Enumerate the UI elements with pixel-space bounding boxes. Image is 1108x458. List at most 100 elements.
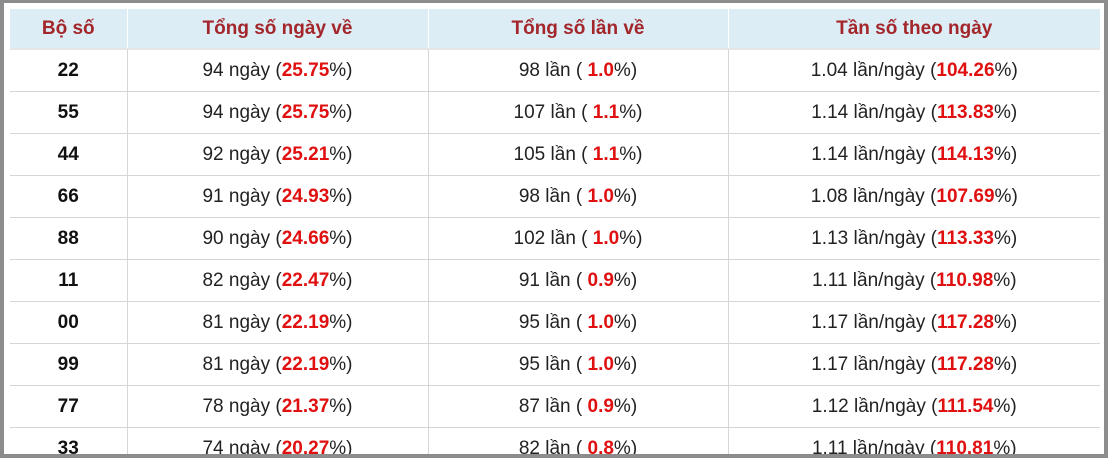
- cell: 1.17 lần/ngày (117.28%): [727, 301, 1100, 344]
- paren: (: [275, 437, 282, 458]
- cell: 1.08 lần/ngày (107.69%): [727, 175, 1100, 218]
- paren: %): [329, 395, 353, 417]
- count: 81 ngày: [202, 311, 271, 333]
- paren: %): [329, 143, 353, 165]
- cell: 94 ngày (25.75%): [126, 91, 428, 134]
- count: 107 lần: [513, 101, 576, 123]
- cell: 1.11 lần/ngày (110.81%): [727, 427, 1100, 458]
- paren: (: [930, 101, 937, 123]
- paren: (: [930, 311, 937, 333]
- paren: (: [275, 143, 282, 165]
- paren: (: [275, 227, 282, 249]
- paren: (: [275, 59, 282, 81]
- percent: 117.28: [936, 353, 995, 375]
- percent: 22.19: [281, 353, 330, 375]
- header-cell: Tổng số ngày về: [126, 9, 428, 50]
- code-cell: 00: [10, 301, 127, 344]
- paren: %): [619, 143, 643, 165]
- count: 87 lần: [518, 395, 571, 417]
- count: 1.12 lần/ngày: [811, 395, 926, 417]
- row: 22 94 ngày (25.75%) 98 lần ( 1.0%) 1.04 lần…: [10, 49, 1100, 92]
- paren: (: [581, 101, 593, 123]
- code-cell: 55: [10, 91, 127, 134]
- cell: 1.13 lần/ngày (113.33%): [727, 217, 1100, 260]
- paren: %): [994, 143, 1018, 165]
- cell: 82 ngày (22.47%): [126, 259, 428, 302]
- paren: %): [613, 311, 638, 333]
- percent: 113.33: [936, 227, 995, 249]
- paren: %): [994, 59, 1018, 81]
- cell: 98 lần ( 1.0%): [427, 175, 728, 218]
- code-cell: 66: [10, 175, 127, 218]
- count: 1.11 lần/ngày: [811, 269, 925, 291]
- paren: %): [613, 353, 638, 375]
- header-cell: Bộ số: [10, 9, 127, 50]
- cell: 1.14 lần/ngày (113.83%): [727, 91, 1100, 134]
- count: 95 lần: [518, 311, 571, 333]
- paren: %): [994, 227, 1018, 249]
- count: 78 ngày: [202, 395, 271, 417]
- count: 82 ngày: [202, 269, 271, 291]
- percent: 22.19: [281, 311, 330, 333]
- paren: %): [994, 185, 1018, 207]
- percent: 110.98: [936, 269, 994, 291]
- cell: 82 lần ( 0.8%): [427, 427, 728, 458]
- paren: %): [613, 437, 638, 458]
- header-row: Bộ số Tổng số ngày về Tổng số lần về Tần số…: [10, 9, 1100, 50]
- code-cell: 88: [10, 217, 127, 260]
- cell: 1.17 lần/ngày (117.28%): [727, 343, 1100, 386]
- cell: 92 ngày (25.21%): [126, 133, 428, 176]
- percent: 0.8: [587, 437, 614, 458]
- count: 94 ngày: [202, 101, 271, 123]
- paren: %): [613, 395, 638, 417]
- row: 55 94 ngày (25.75%) 107 lần ( 1.1%) 1.14 lầ…: [10, 91, 1100, 134]
- percent: 1.1: [592, 101, 620, 123]
- count: 1.17 lần/ngày: [811, 311, 926, 333]
- paren: %): [329, 437, 353, 458]
- count: 91 ngày: [202, 185, 271, 207]
- count: 91 lần: [518, 269, 571, 291]
- percent: 111.54: [937, 395, 994, 417]
- paren: (: [581, 227, 593, 249]
- count: 81 ngày: [202, 353, 271, 375]
- percent: 21.37: [281, 395, 330, 417]
- paren: (: [575, 353, 588, 375]
- paren: %): [329, 59, 353, 81]
- paren: (: [930, 353, 937, 375]
- paren: %): [329, 269, 353, 291]
- paren: %): [613, 185, 638, 207]
- paren: %): [619, 227, 643, 249]
- cell: 95 lần ( 1.0%): [427, 301, 728, 344]
- percent: 1.1: [592, 143, 620, 165]
- count: 105 lần: [513, 143, 576, 165]
- code-cell: 22: [10, 49, 127, 92]
- paren: (: [930, 227, 937, 249]
- percent: 107.69: [936, 185, 995, 207]
- percent: 25.75: [281, 101, 330, 123]
- row: 11 82 ngày (22.47%) 91 lần ( 0.9%) 1.11 lần…: [10, 259, 1100, 302]
- paren: (: [930, 59, 937, 81]
- cell: 105 lần ( 1.1%): [427, 133, 728, 176]
- count: 92 ngày: [202, 143, 271, 165]
- row: 99 81 ngày (22.19%) 95 lần ( 1.0%) 1.17 lần…: [10, 343, 1100, 386]
- paren: %): [994, 353, 1018, 375]
- cell: 87 lần ( 0.9%): [427, 385, 728, 428]
- paren: %): [613, 269, 638, 291]
- paren: (: [575, 185, 588, 207]
- paren: (: [931, 395, 938, 417]
- paren: %): [329, 101, 353, 123]
- count: 74 ngày: [202, 437, 271, 458]
- paren: %): [619, 101, 643, 123]
- percent: 22.47: [281, 269, 330, 291]
- row: 44 92 ngày (25.21%) 105 lần ( 1.1%) 1.14 lầ…: [10, 133, 1100, 176]
- code-cell: 44: [10, 133, 127, 176]
- percent: 25.75: [281, 59, 330, 81]
- cell: 91 ngày (24.93%): [126, 175, 428, 218]
- cell: 74 ngày (20.27%): [126, 427, 428, 458]
- cell: 81 ngày (22.19%): [126, 343, 428, 386]
- count: 1.11 lần/ngày: [811, 437, 925, 458]
- paren: (: [575, 59, 588, 81]
- paren: (: [275, 185, 282, 207]
- cell: 1.12 lần/ngày (111.54%): [727, 385, 1100, 428]
